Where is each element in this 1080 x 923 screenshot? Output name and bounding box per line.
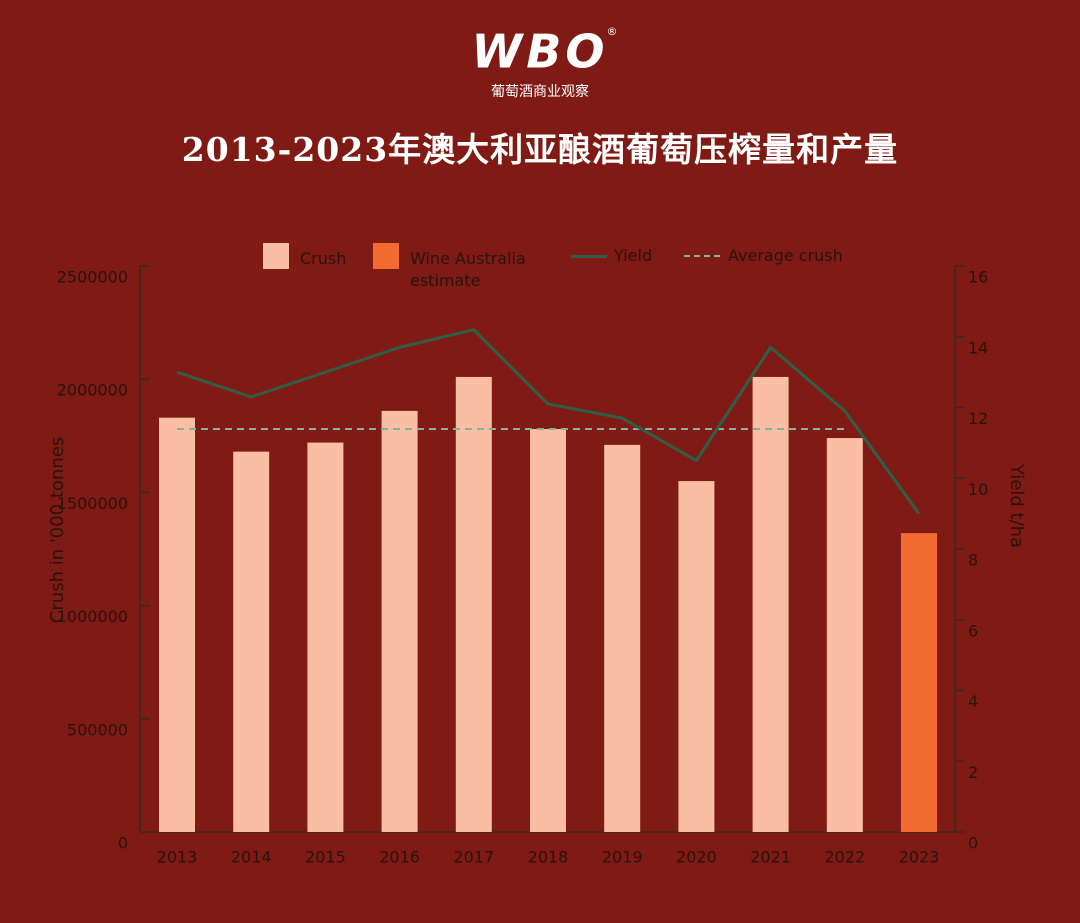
legend-swatch bbox=[684, 255, 720, 257]
legend-label: Crush bbox=[300, 249, 347, 268]
bar bbox=[826, 438, 863, 832]
y2-tick-label: 0 bbox=[968, 834, 978, 853]
bar bbox=[307, 442, 344, 832]
y2-tick-label: 12 bbox=[968, 409, 988, 428]
legend-label: Wine Australia estimate bbox=[410, 249, 526, 290]
bar bbox=[752, 376, 789, 832]
y2-tick-label: 2 bbox=[968, 763, 978, 782]
y2-axis-title: Yield t/ha bbox=[1006, 463, 1027, 548]
y-tick-label: 1000000 bbox=[57, 607, 128, 626]
x-tick-label: 2020 bbox=[676, 848, 717, 867]
x-tick-label: 2019 bbox=[602, 848, 643, 867]
legend: Crush Wine Australia estimate Yield Average… bbox=[0, 0, 1080, 300]
x-tick-label: 2013 bbox=[157, 848, 198, 867]
bar bbox=[381, 410, 418, 832]
x-tick-label: 2017 bbox=[453, 848, 494, 867]
y2-tick-label: 6 bbox=[968, 621, 978, 640]
x-tick-label: 2016 bbox=[379, 848, 420, 867]
bar bbox=[901, 533, 937, 832]
y2-tick-label: 16 bbox=[968, 268, 988, 287]
bar bbox=[678, 481, 715, 832]
logo-registered: ® bbox=[607, 25, 618, 38]
y2-tick-label: 10 bbox=[968, 480, 988, 499]
y-tick-label: 2000000 bbox=[57, 381, 128, 400]
legend-swatch bbox=[263, 243, 289, 269]
y2-tick-label: 8 bbox=[968, 551, 978, 570]
legend-swatch bbox=[571, 255, 607, 258]
y-tick-label: 500000 bbox=[67, 720, 128, 739]
x-tick-label: 2021 bbox=[750, 848, 791, 867]
logo: WBO bbox=[472, 25, 609, 79]
y2-tick-label: 14 bbox=[968, 338, 988, 357]
legend-label: Yield bbox=[614, 246, 653, 265]
y2-tick-label: 4 bbox=[968, 692, 978, 711]
bar bbox=[604, 444, 641, 832]
y-tick-label: 0 bbox=[118, 834, 128, 853]
x-tick-label: 2022 bbox=[824, 848, 865, 867]
y-tick-label: 1500000 bbox=[57, 494, 128, 513]
y-axis-title: Crush in '000 tonnes bbox=[47, 437, 68, 623]
x-tick-label: 2023 bbox=[899, 848, 940, 867]
logo-tagline: 葡萄酒商业观察 bbox=[491, 83, 589, 100]
yield-line bbox=[176, 328, 921, 515]
bar bbox=[159, 417, 195, 832]
x-tick-label: 2014 bbox=[231, 848, 272, 867]
bar bbox=[455, 376, 492, 832]
legend-swatch bbox=[373, 243, 399, 269]
x-tick-label: 2015 bbox=[305, 848, 346, 867]
y-tick-label: 2500000 bbox=[57, 268, 128, 287]
legend-label: Average crush bbox=[728, 246, 843, 265]
chart-title: 2013-2023年澳大利亚酿酒葡萄压榨量和产量 bbox=[182, 130, 898, 169]
bar bbox=[233, 451, 270, 832]
x-tick-label: 2018 bbox=[528, 848, 569, 867]
bar bbox=[530, 429, 566, 832]
